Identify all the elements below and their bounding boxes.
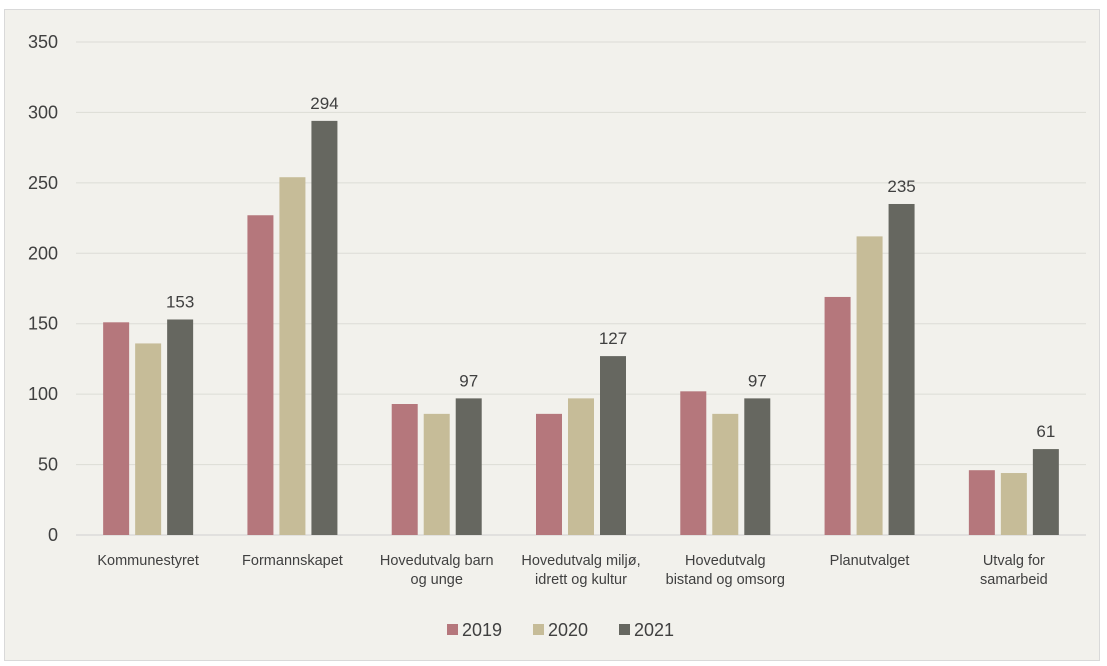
x-category-label: Hovedutvalg barn	[380, 553, 494, 569]
legend-swatch	[619, 624, 630, 635]
data-label: 127	[599, 329, 627, 348]
y-tick-label: 300	[28, 102, 58, 122]
legend-swatch	[447, 624, 458, 635]
bar	[680, 391, 707, 535]
y-tick-label: 200	[28, 243, 58, 263]
legend: 2019 2020 2021	[447, 620, 674, 640]
bar	[856, 236, 883, 535]
x-category-label: bistand og omsorg	[666, 572, 785, 588]
legend-swatch	[533, 624, 544, 635]
bar	[744, 398, 771, 535]
x-category-label: og unge	[411, 572, 463, 588]
x-category-label: Hovedutvalg	[685, 553, 766, 569]
x-category-label: Formannskapet	[242, 553, 343, 569]
data-label: 97	[748, 371, 767, 390]
data-label: 153	[166, 292, 194, 311]
bars	[103, 120, 1059, 536]
legend-label: 2021	[634, 620, 674, 640]
bar	[568, 398, 594, 535]
y-tick-label: 100	[28, 384, 58, 404]
bar	[712, 413, 739, 535]
bar	[167, 319, 194, 535]
bar	[1032, 449, 1059, 535]
bar	[311, 120, 338, 535]
bar	[888, 203, 915, 535]
bar	[824, 296, 851, 535]
y-tick-label: 350	[28, 32, 58, 52]
data-label: 235	[887, 177, 915, 196]
bar	[135, 343, 162, 535]
data-labels: 153 294 97 127 97 235 61	[166, 94, 1055, 441]
bar	[247, 215, 274, 536]
legend-label: 2019	[462, 620, 502, 640]
bar	[103, 322, 130, 535]
bar	[1000, 473, 1027, 535]
bar	[423, 413, 450, 535]
data-label: 61	[1036, 422, 1055, 441]
x-category-label: idrett og kultur	[535, 572, 627, 588]
x-axis-labels: Kommunestyret Formannskapet Hovedutvalg ba…	[97, 553, 1047, 588]
bar	[968, 470, 995, 535]
y-tick-label: 50	[38, 455, 58, 475]
gridlines	[76, 41, 1086, 536]
y-tick-label: 250	[28, 173, 58, 193]
bar	[455, 398, 482, 535]
x-category-label: Kommunestyret	[97, 553, 199, 569]
x-category-label: Planutvalget	[830, 553, 910, 569]
bar	[391, 404, 418, 535]
bar	[536, 413, 562, 535]
data-label: 97	[459, 371, 478, 390]
y-tick-label: 0	[48, 525, 58, 545]
legend-label: 2020	[548, 620, 588, 640]
data-label: 294	[310, 94, 338, 113]
y-axis-ticks: 0 50 100 150 200 250 300 350	[28, 32, 58, 545]
bar	[600, 356, 626, 535]
x-category-label: Utvalg for	[983, 553, 1045, 569]
x-category-label: Hovedutvalg miljø,	[521, 553, 640, 569]
x-category-label: samarbeid	[980, 572, 1048, 588]
y-tick-label: 150	[28, 314, 58, 334]
bar	[279, 177, 306, 536]
